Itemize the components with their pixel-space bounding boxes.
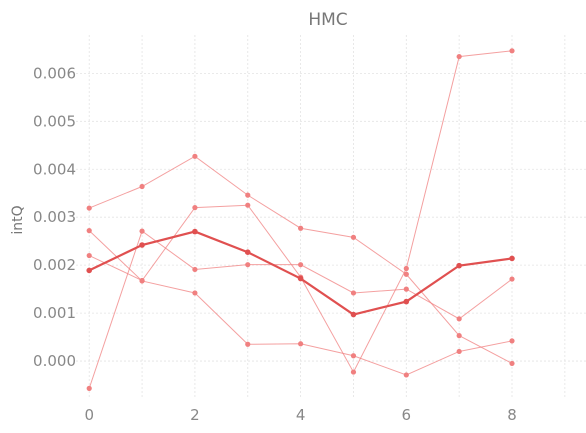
x-tick-label: 2 — [190, 406, 200, 424]
series-3-point — [86, 252, 92, 259]
mean-series-point — [350, 311, 357, 318]
series-4-point — [192, 266, 198, 273]
series-2-point — [456, 348, 462, 355]
series-3-point — [192, 205, 198, 211]
series-1-point — [192, 153, 198, 159]
series-4-point — [298, 262, 304, 268]
mean-series-point — [509, 255, 515, 262]
series-4-point — [86, 385, 92, 391]
series-4-point — [456, 316, 462, 322]
series-4-point — [350, 290, 357, 296]
tick-layer: 0 2 4 6 8 0.000 0.001 0.002 0.003 0.004 0.005 0.006 — [33, 64, 517, 424]
mean-series-point — [456, 262, 462, 269]
series-1-point — [509, 360, 515, 367]
series-2-point — [86, 228, 92, 234]
series-1-point — [139, 183, 145, 190]
mean-series-point — [192, 228, 198, 235]
mean-layer — [86, 228, 515, 318]
series-3-point — [509, 48, 515, 54]
series-3-point — [403, 265, 409, 272]
series-3-point — [139, 277, 145, 284]
series-2-point — [403, 372, 409, 378]
mean-series-point — [403, 298, 410, 305]
series-2-point — [245, 341, 251, 347]
series-2-point — [298, 341, 304, 347]
mean-series-point — [86, 267, 93, 274]
series-1-point — [298, 225, 304, 231]
series-4-point — [139, 228, 145, 234]
chart-title: HMC — [308, 10, 347, 30]
x-tick-label: 4 — [296, 406, 306, 424]
series-layer — [86, 48, 515, 391]
y-tick-label: 0.006 — [33, 64, 76, 82]
series-2-point — [509, 338, 515, 344]
y-tick-label: 0.004 — [33, 160, 76, 178]
y-tick-label: 0.000 — [33, 352, 76, 370]
x-tick-label: 6 — [402, 406, 412, 424]
series-3-point — [350, 369, 357, 375]
mean-series-point — [244, 249, 251, 255]
y-tick-label: 0.002 — [33, 256, 76, 274]
series-2-point — [192, 290, 198, 296]
mean-series-point — [139, 242, 145, 248]
series-4-point — [403, 286, 409, 292]
series-1-point — [456, 333, 462, 339]
mean-series-point — [297, 275, 304, 282]
series-1-point — [245, 192, 251, 198]
y-tick-label: 0.001 — [33, 304, 76, 322]
y-axis-label: intQ — [10, 205, 26, 234]
grid-layer — [76, 35, 586, 397]
series-3-point — [245, 202, 251, 208]
series-1-point — [86, 205, 92, 211]
series-3-point — [456, 53, 462, 60]
x-tick-label: 0 — [84, 406, 94, 424]
x-tick-label: 8 — [507, 406, 517, 424]
series-2-point — [350, 353, 357, 359]
series-1-point — [350, 234, 357, 240]
series-1-point — [403, 271, 409, 277]
y-tick-label: 0.005 — [33, 112, 76, 130]
series-4-point — [245, 262, 251, 268]
series-4-point — [509, 276, 515, 282]
y-tick-label: 0.003 — [33, 208, 76, 226]
